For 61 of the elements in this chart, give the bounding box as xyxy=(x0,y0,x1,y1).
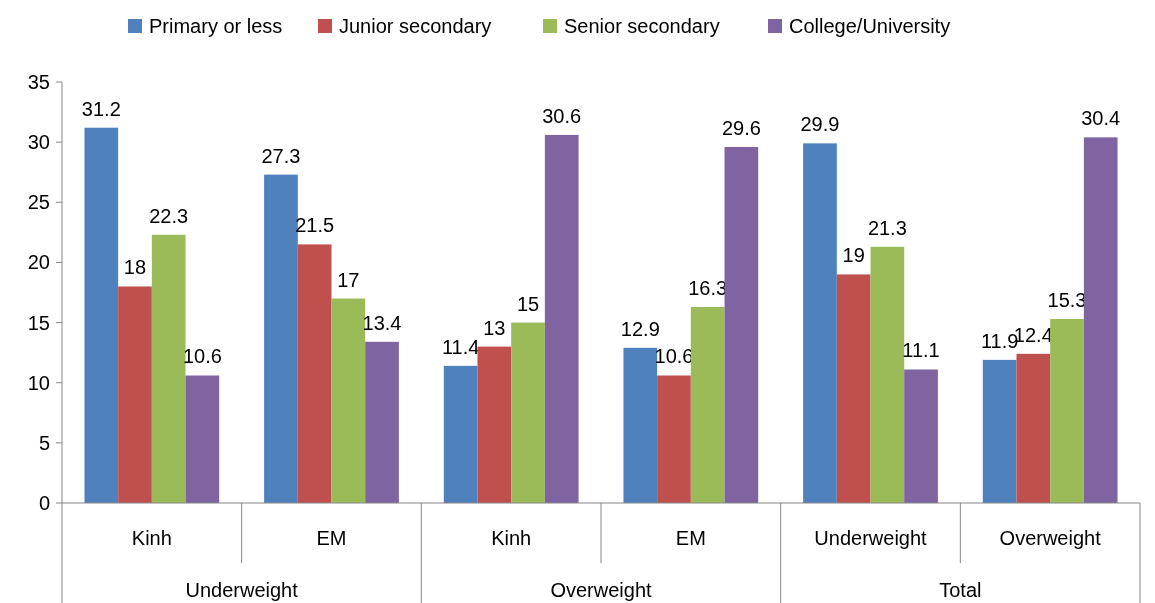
bar xyxy=(1083,137,1118,503)
bar xyxy=(982,359,1017,503)
x-tick-label: Kinh xyxy=(491,527,532,549)
x-tick-label: EM xyxy=(316,527,347,549)
y-tick-label: 15 xyxy=(27,311,50,334)
x-tick-label: Underweight xyxy=(814,527,928,549)
data-label: 11.4 xyxy=(441,335,480,358)
data-label: 30.4 xyxy=(1081,107,1121,130)
bar xyxy=(365,341,399,503)
bar xyxy=(870,246,905,503)
bar xyxy=(511,322,545,503)
text: Underweight xyxy=(185,579,299,601)
data-label: 29.6 xyxy=(721,116,761,139)
bar xyxy=(803,143,837,503)
bar xyxy=(331,298,366,503)
text: Total xyxy=(939,579,982,601)
y-tick-label: 35 xyxy=(27,71,50,93)
data-label: 27.3 xyxy=(261,144,301,167)
bar xyxy=(118,286,152,503)
bar xyxy=(544,134,579,503)
legend-label: Junior secondary xyxy=(339,15,492,37)
legend-label: Senior secondary xyxy=(564,15,720,37)
y-tick-label: 25 xyxy=(27,191,50,214)
x-tick-label: EM xyxy=(675,527,706,549)
bar xyxy=(657,375,691,503)
y-tick-label: 0 xyxy=(38,492,50,514)
data-label: 19 xyxy=(842,244,865,267)
bar xyxy=(151,234,186,503)
data-label: 31.2 xyxy=(81,97,121,120)
data-label: 15 xyxy=(516,292,540,315)
bar xyxy=(264,174,298,503)
data-label: 16.3 xyxy=(688,276,728,299)
bar xyxy=(477,346,512,503)
bar xyxy=(836,274,871,503)
bar xyxy=(690,306,725,503)
data-label: 18 xyxy=(123,256,147,279)
bar xyxy=(1050,318,1084,503)
data-label: 12.9 xyxy=(620,317,660,340)
bar xyxy=(297,244,332,503)
data-label: 30.6 xyxy=(542,104,582,127)
legend-label: Primary or less xyxy=(149,15,283,37)
bar xyxy=(185,375,220,503)
y-tick-label: 20 xyxy=(27,251,50,274)
bar xyxy=(1016,353,1051,503)
data-label: 17 xyxy=(337,268,360,291)
x-tick-label: Overweight xyxy=(999,527,1102,549)
bar xyxy=(623,347,658,503)
text: Overweight xyxy=(550,579,653,601)
data-label: 21.3 xyxy=(867,216,907,239)
bar xyxy=(904,369,938,503)
bar xyxy=(84,127,119,503)
bar xyxy=(724,146,759,503)
data-label: 22.3 xyxy=(149,204,189,227)
x-tick-label: Kinh xyxy=(131,527,172,549)
bar xyxy=(443,365,478,503)
y-tick-label: 30 xyxy=(27,131,50,154)
data-label: 29.9 xyxy=(800,113,840,136)
y-tick-label: 5 xyxy=(38,431,50,454)
y-tick-label: 10 xyxy=(27,371,50,394)
legend-label: College/University xyxy=(789,15,951,37)
data-label: 13 xyxy=(483,316,506,339)
